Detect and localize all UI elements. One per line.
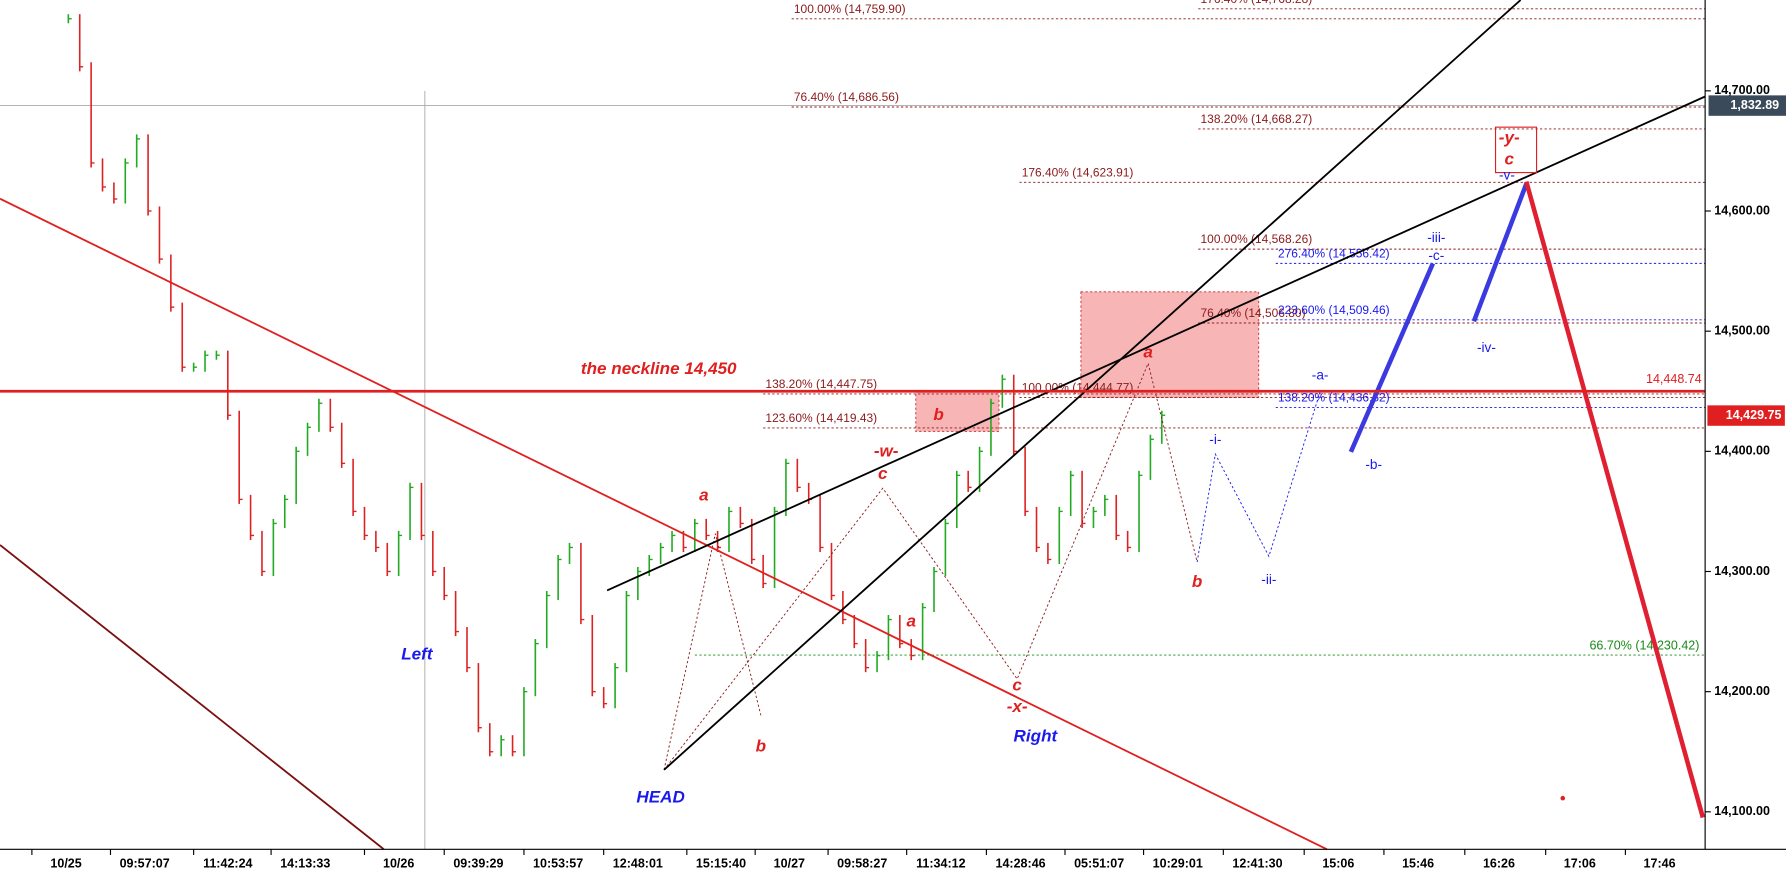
fib-label: 66.70% (14,230.42) [1589, 638, 1699, 652]
x-tick-label: 17:06 [1564, 856, 1596, 870]
price-badge [1707, 405, 1785, 426]
x-tick-label: 10/26 [383, 856, 414, 870]
y-tick-label: 14,200.00 [1714, 684, 1770, 698]
x-tick-label: 11:42:24 [203, 856, 252, 870]
x-tick-label: 12:48:01 [613, 856, 663, 870]
y-tick-label: 14,400.00 [1714, 444, 1770, 458]
x-tick-label: 11:34:12 [916, 856, 965, 870]
x-tick-label: 05:51:07 [1074, 856, 1124, 870]
projection-line [1348, 262, 1435, 453]
wave-label: -ii- [1261, 572, 1276, 587]
wave-path [663, 533, 762, 770]
x-tick-label: 10:29:01 [1153, 856, 1203, 870]
fib-label: 138.20% (14,447.75) [765, 377, 877, 391]
y-tick-label: 14,100.00 [1714, 804, 1770, 818]
wave-label: HEAD [636, 788, 684, 807]
target-box [1080, 291, 1260, 398]
wave-label: Left [401, 645, 434, 664]
x-tick-label: 16:26 [1483, 856, 1515, 870]
wave-label: -w- [874, 441, 899, 460]
wave-label: c [1012, 675, 1022, 694]
y-tick-label: 14,600.00 [1714, 203, 1770, 217]
x-tick-label: 12:41:30 [1232, 856, 1282, 870]
wave-path [1196, 391, 1321, 563]
x-tick-label: 09:58:27 [837, 856, 887, 870]
fib-label: 276.40% (14,556.42) [1278, 246, 1390, 260]
trend-line [0, 197, 1328, 851]
fib-label: 176.40% (14,623.91) [1022, 165, 1134, 179]
x-tick-label: 10:53:57 [533, 856, 583, 870]
wave-label: -iv- [1477, 340, 1496, 355]
neckline-label: the neckline 14,450 [581, 359, 737, 378]
wave-label: -y- [1499, 128, 1520, 147]
x-tick-label: 17:46 [1644, 856, 1676, 870]
wave-label: -iii- [1427, 230, 1445, 245]
badge-label: 1,832.89 [1730, 98, 1779, 112]
target-box [915, 391, 1000, 433]
fib-label: 100.00% (14,568.26) [1201, 232, 1313, 246]
wave-label: c [878, 464, 888, 483]
wave-label: -c- [1428, 248, 1444, 263]
fib-label: 76.40% (14,686.56) [794, 90, 899, 104]
y-tick-label: 14,500.00 [1714, 323, 1770, 337]
wave-label: b [756, 737, 766, 756]
y-tick-label: 14,700.00 [1714, 83, 1770, 97]
wave-label: a [1143, 343, 1152, 362]
fib-label: 123.60% (14,419.43) [765, 411, 877, 425]
trend-line [663, 0, 1522, 771]
wave-label: a [906, 612, 915, 631]
x-tick-label: 10/27 [774, 856, 805, 870]
wave-label: -b- [1365, 457, 1382, 472]
wave-label: b [1192, 572, 1202, 591]
x-tick-label: 15:06 [1322, 856, 1354, 870]
label-box [1494, 126, 1538, 174]
wave-path [663, 361, 1198, 771]
fib-label: 100.00% (14,759.90) [794, 2, 906, 16]
wave-label: -a- [1312, 367, 1329, 382]
x-tick-label: 15:15:40 [696, 856, 746, 870]
x-tick-label: 09:39:29 [453, 856, 503, 870]
wave-label: b [933, 405, 943, 424]
fib-label: 138.20% (14,668.27) [1201, 112, 1313, 126]
projection-line [1524, 181, 1706, 819]
trend-line [606, 95, 1706, 592]
x-tick-label: 15:46 [1402, 856, 1434, 870]
dot [1560, 795, 1566, 801]
wave-label: -v- [1499, 168, 1515, 183]
x-tick-label: 14:28:46 [996, 856, 1046, 870]
badge [1708, 95, 1786, 116]
wave-label: c [1504, 150, 1514, 169]
fib-label: 223.60% (14,509.46) [1278, 303, 1390, 317]
wave-label: Right [1014, 726, 1059, 745]
x-tick-label: 10/25 [50, 856, 81, 870]
price-badge-label: 14,429.75 [1726, 408, 1782, 422]
fib-label: 138.20% (14,436.52) [1278, 391, 1390, 405]
x-tick-label: 14:13:33 [280, 856, 330, 870]
y-tick-label: 14,300.00 [1714, 564, 1770, 578]
fib-label: 176.40% (14,768.28) [1201, 0, 1313, 6]
fib-label: 76.40% (14,506.80) [1201, 306, 1306, 320]
x-tick-label: 09:57:07 [120, 856, 170, 870]
wave-label: a [699, 486, 708, 505]
neckline-price: 14,448.74 [1646, 372, 1702, 386]
wave-label: -i- [1209, 432, 1221, 447]
wave-paths [663, 361, 1321, 771]
projection-line [1471, 183, 1529, 323]
wave-label: -x- [1007, 697, 1028, 716]
trend-line [0, 544, 385, 851]
